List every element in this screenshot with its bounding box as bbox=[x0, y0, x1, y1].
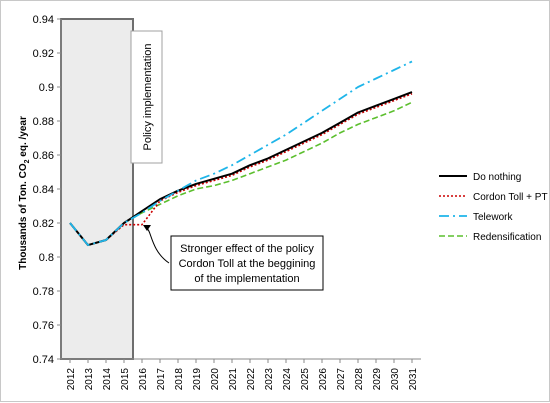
callout-line-1: Stronger effect of the policy bbox=[180, 243, 314, 255]
x-tick-label: 2023 bbox=[264, 368, 275, 391]
y-tick-label: 0.94 bbox=[33, 14, 54, 26]
x-tick-label: 2028 bbox=[354, 368, 365, 391]
x-tick-label: 2030 bbox=[390, 368, 401, 391]
y-axis-label-text: Thousands of Ton. CO bbox=[18, 163, 29, 270]
y-tick-label: 0.86 bbox=[33, 150, 54, 162]
x-tick-label: 2020 bbox=[210, 368, 221, 391]
x-tick-label: 2026 bbox=[318, 368, 329, 391]
x-tick-label: 2019 bbox=[192, 368, 203, 391]
x-tick-label: 2015 bbox=[120, 368, 131, 391]
callout-arrow bbox=[146, 228, 170, 264]
x-tick-label: 2022 bbox=[246, 368, 257, 391]
x-tick-label: 2012 bbox=[66, 368, 77, 391]
x-tick-label: 2027 bbox=[336, 368, 347, 391]
series-line-1 bbox=[69, 93, 413, 246]
y-axis-label-subscript: 2 bbox=[24, 159, 31, 163]
x-tick-label: 2024 bbox=[282, 368, 293, 391]
x-tick-label: 2017 bbox=[156, 368, 167, 391]
callout-line-3: of the implementation bbox=[194, 273, 299, 285]
y-tick-label: 0.82 bbox=[33, 218, 54, 230]
series-lines bbox=[69, 60, 413, 247]
y-tick-label: 0.88 bbox=[33, 116, 54, 128]
y-tick-label: 0.78 bbox=[33, 286, 54, 298]
y-tick-label: 0.9 bbox=[39, 82, 54, 94]
x-tick-label: 2013 bbox=[84, 368, 95, 391]
y-tick-label: 0.84 bbox=[33, 184, 54, 196]
y-tick-label: 0.92 bbox=[33, 48, 54, 60]
callout-annotation: Stronger effect of the policy Cordon Tol… bbox=[143, 225, 324, 291]
legend-label-0: Do nothing bbox=[473, 172, 521, 183]
callout-arrowhead bbox=[143, 225, 151, 231]
x-tick-label: 2021 bbox=[228, 368, 239, 391]
x-tick-label: 2014 bbox=[102, 368, 113, 391]
y-tick-label: 0.74 bbox=[33, 354, 54, 366]
legend: Do nothing Cordon Toll + PT Telework Redens… bbox=[439, 172, 548, 243]
historical-period-shade bbox=[60, 18, 134, 360]
callout-line-2: Cordon Toll at the beggining bbox=[179, 258, 316, 270]
y-axis-label: Thousands of Ton. CO2 eq. /year bbox=[18, 116, 31, 270]
y-tick-label: 0.76 bbox=[33, 320, 54, 332]
x-tick-label: 2016 bbox=[138, 368, 149, 391]
x-tick-label: 2018 bbox=[174, 368, 185, 391]
axes: 0.74 0.76 0.78 0.8 0.82 0.84 0.86 0.88 0.9 0.92 0.… bbox=[33, 14, 421, 390]
legend-label-3: Redensification bbox=[473, 232, 541, 243]
legend-label-1: Cordon Toll + PT bbox=[473, 192, 548, 203]
x-tick-label: 2029 bbox=[372, 368, 383, 391]
x-tick-label: 2031 bbox=[408, 368, 419, 391]
series-line-2 bbox=[69, 60, 413, 247]
x-tick-label: 2025 bbox=[300, 368, 311, 391]
y-axis-label-unit: eq. /year bbox=[18, 116, 29, 159]
legend-label-2: Telework bbox=[473, 212, 513, 223]
policy-implementation-label: Policy implementation bbox=[142, 44, 154, 151]
policy-implementation-box: Policy implementation bbox=[130, 30, 163, 164]
y-tick-label: 0.8 bbox=[39, 252, 54, 264]
